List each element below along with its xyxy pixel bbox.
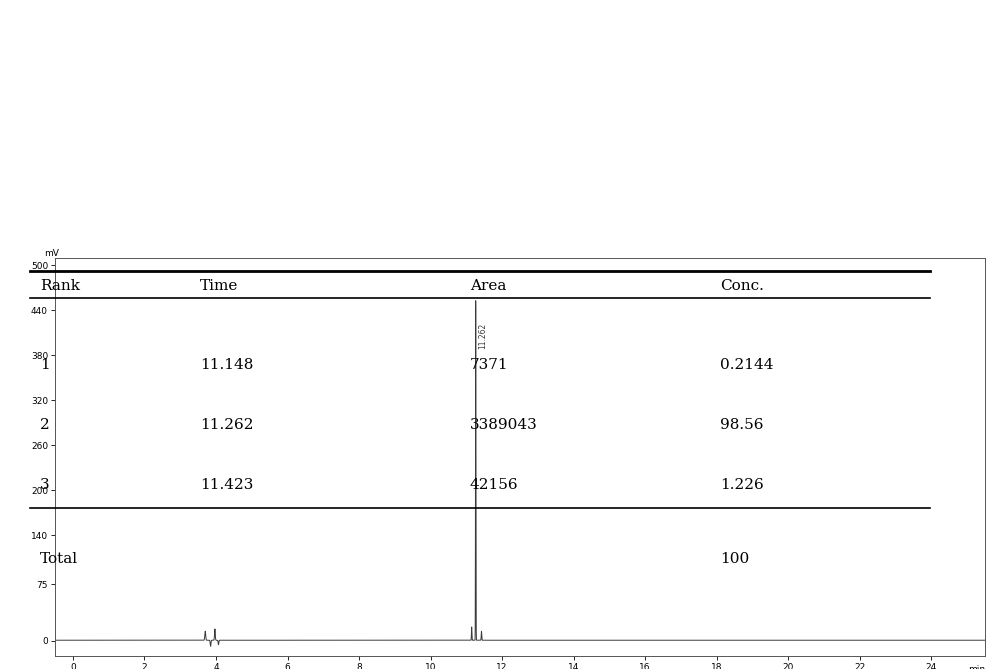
Text: 98.56: 98.56: [720, 418, 764, 432]
Text: Rank: Rank: [40, 279, 80, 292]
Text: Conc.: Conc.: [720, 279, 764, 292]
Text: 11.148: 11.148: [200, 358, 253, 371]
Text: 2: 2: [40, 418, 50, 432]
Text: 42156: 42156: [470, 478, 519, 492]
Text: 100: 100: [720, 552, 749, 565]
Text: 3: 3: [40, 478, 50, 492]
Text: mV: mV: [44, 249, 59, 258]
Text: 1.226: 1.226: [720, 478, 764, 492]
Text: 3389043: 3389043: [470, 418, 538, 432]
Text: Total: Total: [40, 552, 78, 565]
Text: 11.262: 11.262: [200, 418, 254, 432]
Text: 0.2144: 0.2144: [720, 358, 774, 371]
Text: min: min: [968, 664, 985, 669]
Text: Area: Area: [470, 279, 506, 292]
Text: 11.262: 11.262: [478, 322, 487, 349]
Text: Time: Time: [200, 279, 238, 292]
Text: 11.423: 11.423: [200, 478, 253, 492]
Text: 1: 1: [40, 358, 50, 371]
Text: 7371: 7371: [470, 358, 509, 371]
